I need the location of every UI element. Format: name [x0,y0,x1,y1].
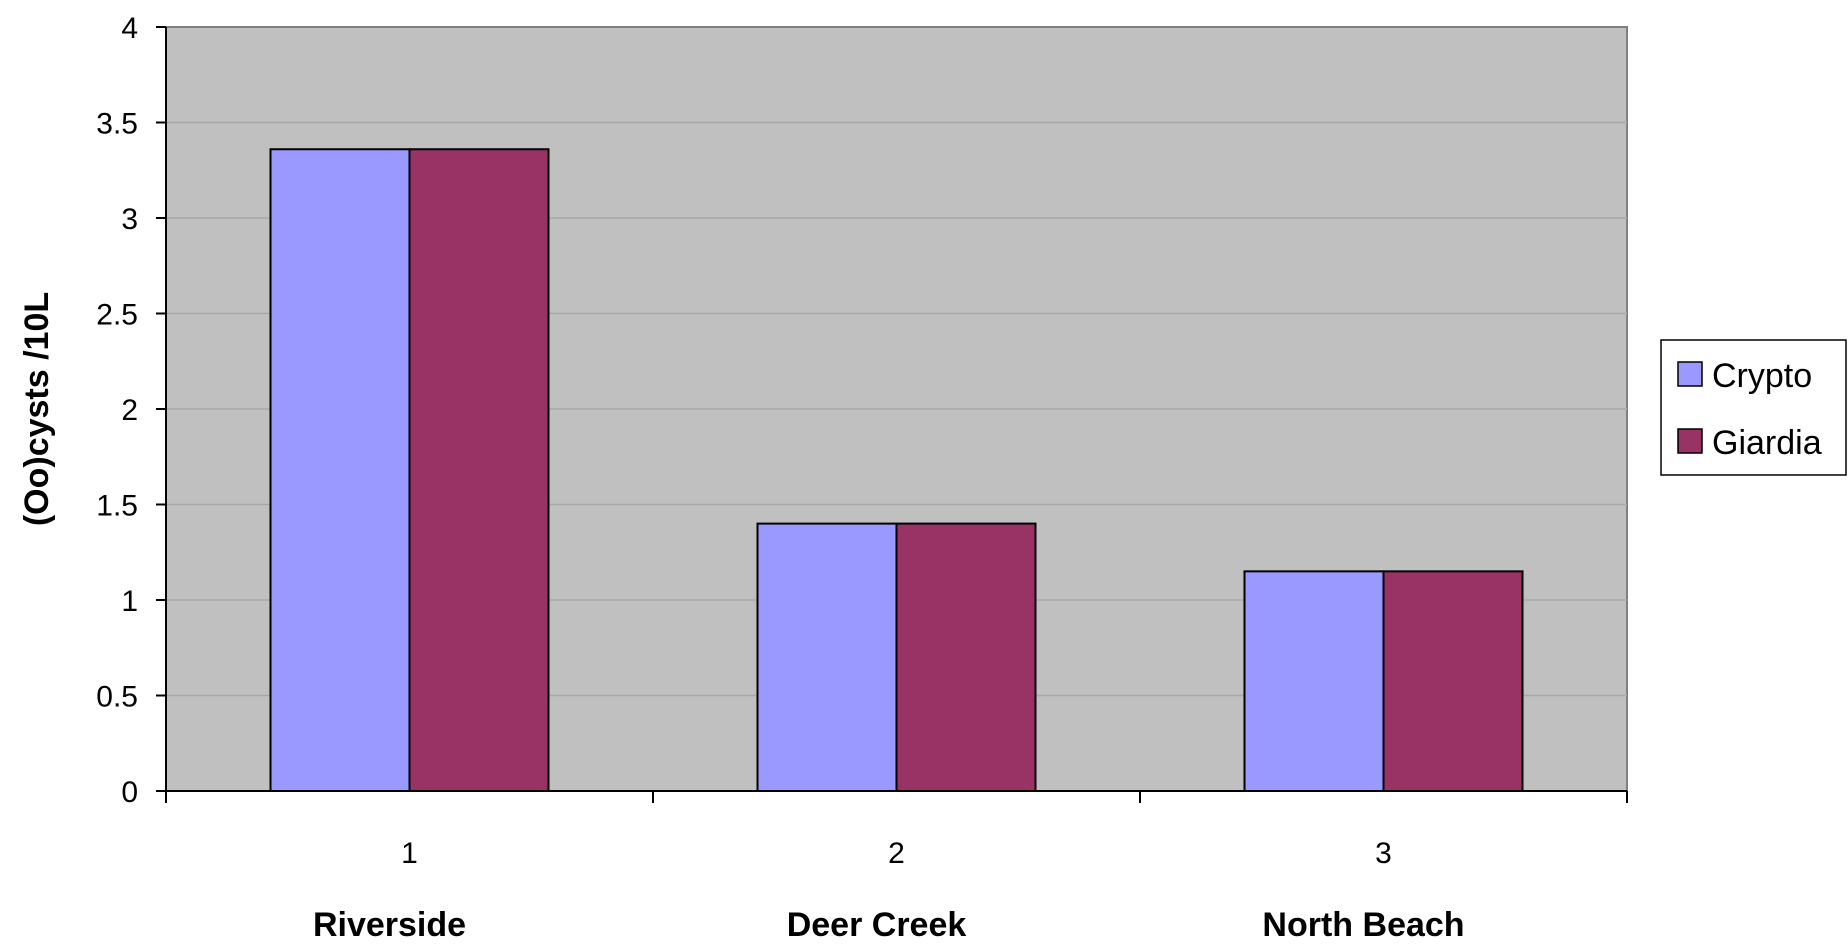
bar-giardia-1 [408,148,550,793]
bars [269,148,1524,793]
category-label: North Beach [1262,906,1464,944]
x-tick-label: 3 [1375,837,1392,870]
x-tick-label: 2 [888,837,905,870]
bar-crypto-2 [756,522,898,792]
y-tick-label: 3 [121,203,138,236]
bar-giardia-2 [895,522,1037,792]
y-tick-label: 4 [121,12,138,45]
category-label: Riverside [313,906,466,944]
y-tick-label: 3.5 [96,108,138,141]
legend-label: Giardia [1712,424,1822,462]
bar-crypto-1 [269,148,411,793]
bar-crypto-3 [1243,570,1385,792]
legend: Crypto Giardia [1660,339,1847,476]
x-tick-labels: 1 2 3 [401,837,1392,870]
y-tick-label: 2.5 [96,299,138,332]
axes [156,26,1628,803]
category-label: Deer Creek [787,906,967,944]
bar-giardia-3 [1382,570,1524,792]
y-tick-label: 0 [121,776,138,809]
x-tick-label: 1 [401,837,418,870]
legend-swatch-giardia [1677,428,1703,454]
y-tick-label: 1.5 [96,490,138,523]
y-tick-label: 2 [121,394,138,427]
y-tick-labels: 0 0.5 1 1.5 2 2.5 3 3.5 4 [96,12,138,809]
y-tick-label: 1 [121,585,138,618]
y-tick-label: 0.5 [96,681,138,714]
legend-swatch-crypto [1677,361,1703,387]
legend-label: Crypto [1712,357,1812,395]
category-labels: Riverside Deer Creek North Beach [313,906,1465,944]
y-axis-title: (Oo)cysts /10L [18,292,56,526]
